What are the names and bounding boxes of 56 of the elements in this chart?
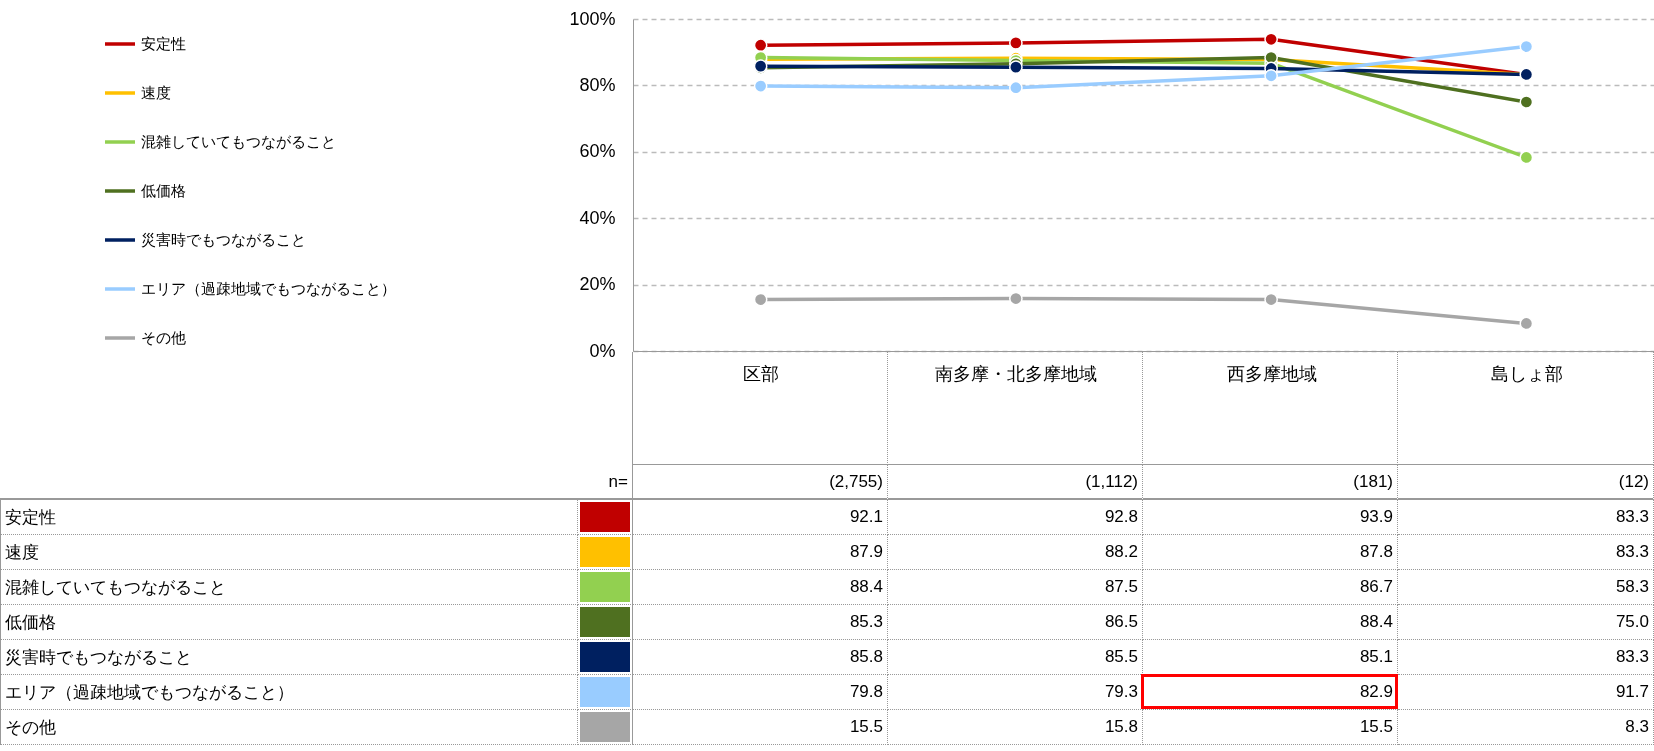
data-label: 87.5 <box>888 570 1143 605</box>
data-label: 79.3 <box>888 675 1143 710</box>
data-label: 75.0 <box>1398 605 1654 640</box>
text: (1,112) <box>888 465 1143 500</box>
y-tick-label: 60% <box>579 141 616 162</box>
text: 混雑していてもつながること <box>5 577 226 597</box>
data-label: 83.3 <box>1398 500 1654 535</box>
data-label: 88.2 <box>888 535 1143 570</box>
text: 安定性 <box>5 507 56 527</box>
x-tick-label: 西多摩地域 <box>1226 363 1317 384</box>
data-label: 85.8 <box>633 640 888 675</box>
data-label: 87.9 <box>633 535 888 570</box>
data-label: 83.3 <box>1398 535 1654 570</box>
legend-label: 速度 <box>141 84 171 101</box>
legend-label: エリア（過疎地域でもつながること） <box>141 280 396 297</box>
data-label: 86.7 <box>1143 570 1398 605</box>
text: (2,755) <box>633 465 888 500</box>
data-label: 88.4 <box>1143 605 1398 640</box>
y-tick-label: 80% <box>579 74 616 95</box>
y-tick-label: 100% <box>569 8 616 29</box>
x-tick-label: 島しょ部 <box>1490 363 1563 384</box>
data-label: 85.3 <box>633 605 888 640</box>
text: 速度 <box>5 542 39 562</box>
data-label: 85.1 <box>1143 640 1398 675</box>
y-tick-label: 0% <box>589 340 616 361</box>
legend-label: 低価格 <box>141 182 186 199</box>
y-tick-label: 40% <box>579 207 616 228</box>
text: エリア（過疎地域でもつながること） <box>5 682 294 702</box>
legend-label: 災害時でもつながること <box>141 231 306 248</box>
data-label: 79.8 <box>633 675 888 710</box>
text: n= <box>0 465 633 500</box>
x-tick-label: 南多摩・北多摩地域 <box>935 363 1098 384</box>
data-label: 93.9 <box>1143 500 1398 535</box>
data-label: 92.8 <box>888 500 1143 535</box>
data-label: 58.3 <box>1398 570 1654 605</box>
data-label: 15.5 <box>633 710 888 745</box>
legend-label: 混雑していてもつながること <box>141 133 336 150</box>
text: (181) <box>1143 465 1398 500</box>
data-label: 86.5 <box>888 605 1143 640</box>
data-label: 91.7 <box>1398 675 1654 710</box>
data-label: 15.5 <box>1143 710 1398 745</box>
legend-label: その他 <box>141 329 186 346</box>
text: 低価格 <box>5 612 56 632</box>
data-label: 85.5 <box>888 640 1143 675</box>
data-label: 92.1 <box>633 500 888 535</box>
data-label: 83.3 <box>1398 640 1654 675</box>
text: その他 <box>5 717 56 737</box>
text: (12) <box>1398 465 1654 500</box>
data-label: 15.8 <box>888 710 1143 745</box>
data-label: 87.8 <box>1143 535 1398 570</box>
data-label: 8.3 <box>1398 710 1654 745</box>
y-tick-label: 20% <box>579 274 616 295</box>
text: 災害時でもつながること <box>5 647 192 667</box>
x-tick-label: 区部 <box>743 363 780 384</box>
legend-label: 安定性 <box>141 35 186 52</box>
data-label: 88.4 <box>633 570 888 605</box>
